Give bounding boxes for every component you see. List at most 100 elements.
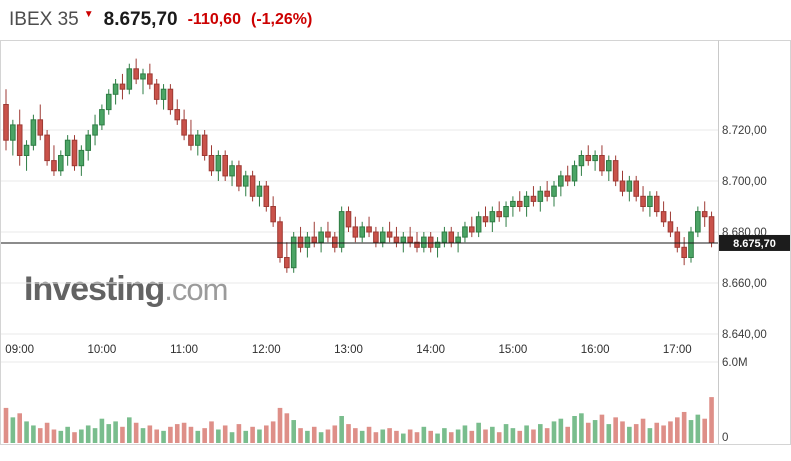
candle-body — [229, 165, 235, 177]
candle-body — [270, 206, 276, 223]
volume-bar — [551, 421, 557, 443]
candle-body — [496, 211, 502, 218]
candle-body — [530, 195, 537, 202]
candle-body — [564, 175, 571, 182]
candle-body — [181, 119, 187, 136]
volume-bar — [72, 432, 77, 443]
volume-bar — [202, 428, 207, 443]
candle-body — [304, 236, 311, 248]
volume-bar — [188, 426, 194, 443]
volume-bar — [510, 428, 516, 443]
candle-body — [311, 236, 318, 243]
volume-bar — [702, 418, 707, 443]
volume-bar — [654, 422, 660, 443]
volume-bar — [407, 429, 413, 443]
volume-bar — [24, 421, 29, 443]
candle-body — [612, 160, 619, 182]
volume-bar — [257, 429, 262, 443]
candle-body — [318, 231, 324, 243]
volume-bar — [154, 429, 159, 443]
volume-bar — [127, 417, 132, 443]
volume-bar — [264, 425, 269, 443]
volume-bar — [476, 422, 481, 443]
volume-bar — [222, 425, 228, 443]
volume-bar — [298, 428, 303, 443]
volume-bar — [647, 428, 653, 443]
gridlines — [0, 129, 718, 363]
candle-body — [23, 144, 30, 157]
volume-bar — [503, 424, 509, 443]
candle-body — [510, 200, 516, 207]
candle-body — [653, 195, 660, 213]
candle-body — [153, 83, 160, 100]
candle-body — [263, 185, 270, 208]
volume-bar — [3, 407, 9, 443]
volume-zero-label: 0 — [722, 432, 728, 444]
volume-bar — [538, 424, 543, 443]
volume-bar — [483, 429, 488, 443]
volume-bar — [490, 426, 495, 443]
candle-body — [516, 200, 523, 207]
volume-bar — [85, 425, 91, 443]
candle-body — [681, 246, 687, 259]
volume-bar — [305, 430, 310, 443]
volume-bar — [544, 428, 550, 443]
candle-body — [695, 211, 701, 233]
last-price-badge-text: 8.675,70 — [733, 238, 776, 250]
price-change-percent: (-1,26%) — [250, 11, 313, 28]
volume-bar — [531, 429, 536, 443]
volume-bar — [414, 432, 420, 443]
candle-body — [407, 236, 413, 243]
candle-body — [99, 109, 105, 126]
candle-body — [421, 236, 427, 248]
time-axis-label: 09:00 — [5, 344, 34, 356]
volume-bar — [640, 418, 646, 443]
volume-bar — [106, 424, 112, 443]
candle-body — [660, 211, 667, 223]
candle-body — [222, 155, 228, 177]
candle-body — [640, 195, 646, 208]
volume-bar — [558, 418, 564, 443]
candle-body — [674, 231, 681, 248]
candle-body — [160, 88, 167, 100]
candle-body — [338, 211, 345, 248]
watermark-brand: Investing — [24, 270, 165, 308]
volume-bar — [250, 426, 255, 443]
candle-body — [503, 206, 509, 218]
volume-bar — [161, 430, 166, 443]
candle-body — [366, 226, 372, 233]
volume-bar — [633, 424, 639, 443]
candle-body — [345, 211, 352, 228]
candle-body — [400, 236, 407, 243]
candle-body — [3, 104, 9, 141]
volume-bar — [243, 430, 249, 443]
candle-body — [325, 231, 331, 238]
candle-body — [551, 185, 557, 197]
candle-body — [414, 241, 420, 248]
candle-body — [105, 93, 112, 111]
instrument-header: IBEX 35 ▼ 8.675,70 -110,60 (-1,26%) — [0, 0, 791, 40]
volume-bar — [113, 421, 118, 443]
volume-bar — [592, 420, 598, 443]
volume-bar — [284, 413, 290, 443]
volume-bar — [37, 428, 43, 443]
candle-body — [379, 231, 386, 243]
volume-axis-labels: 6.0M 0 — [722, 357, 748, 444]
volume-bar — [120, 426, 125, 443]
volume-bar — [579, 413, 584, 443]
candle-body — [284, 257, 290, 269]
candle-body — [359, 226, 365, 238]
candle-body — [475, 216, 482, 233]
candle-body — [215, 155, 222, 172]
time-axis-label: 15:00 — [499, 344, 528, 356]
candle-body — [592, 155, 598, 162]
candle-body — [140, 73, 146, 80]
candle-body — [174, 109, 181, 121]
volume-bar — [565, 426, 570, 443]
candle-body — [462, 226, 468, 238]
candle-body — [112, 83, 119, 95]
candle-body — [119, 83, 126, 90]
volume-bar — [462, 425, 468, 443]
candle-body — [133, 68, 139, 80]
